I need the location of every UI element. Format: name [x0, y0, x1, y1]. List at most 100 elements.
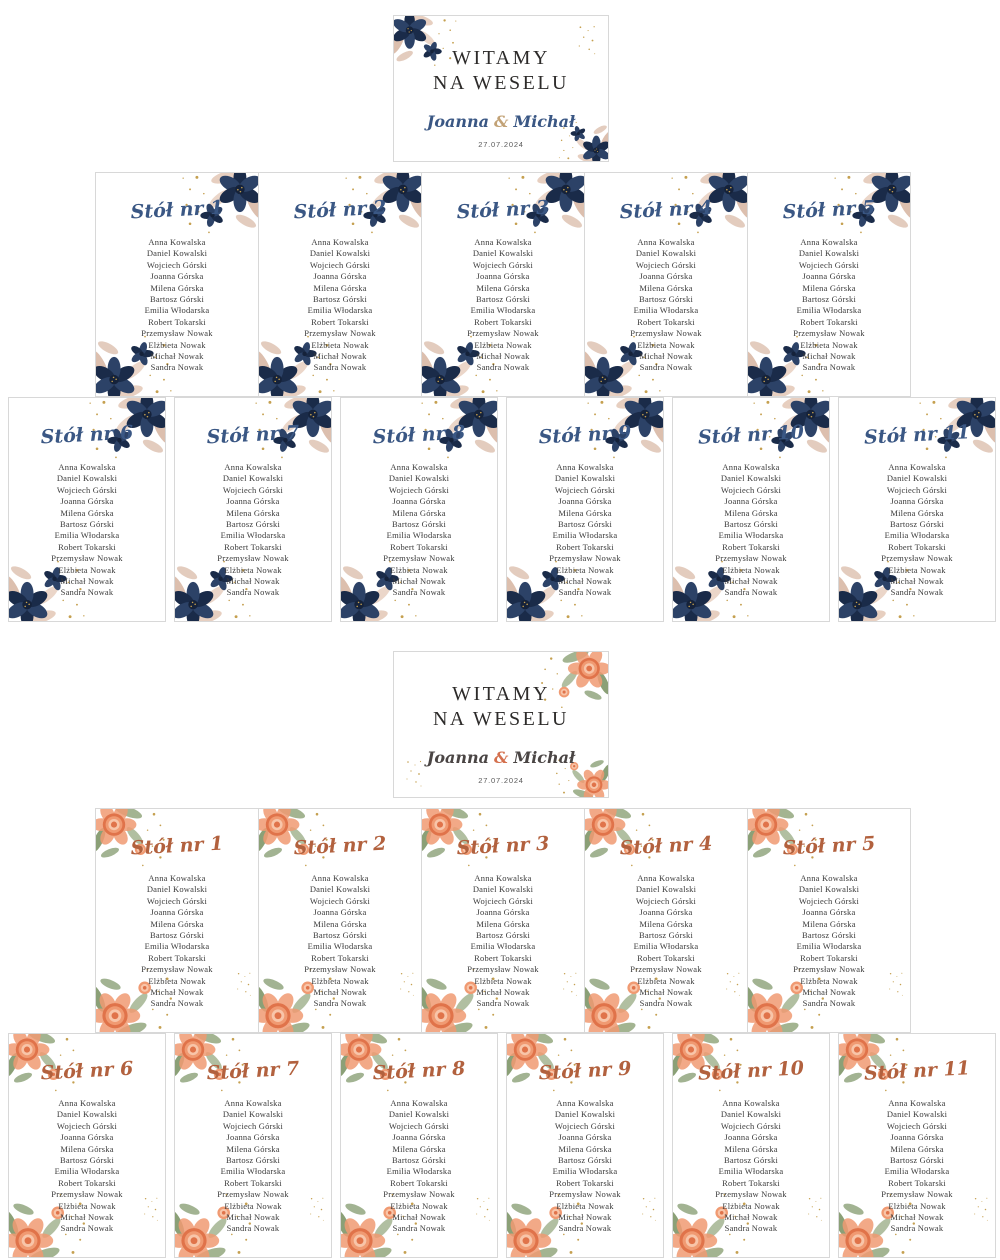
- guest-name: Anna Kowalska: [58, 462, 116, 472]
- groom-name: Michał: [513, 112, 576, 131]
- guest-name: Milena Górska: [313, 918, 367, 929]
- guest-name: Michał Nowak: [802, 987, 856, 998]
- table-title: Stół nr 1: [130, 196, 224, 224]
- guest-name: Anna Kowalska: [637, 237, 695, 247]
- guest-name: Robert Tokarski: [390, 541, 448, 552]
- guest-name: Michał Nowak: [60, 1212, 114, 1223]
- guest-name: Michał Nowak: [60, 576, 114, 587]
- guest-name: Michał Nowak: [558, 576, 612, 587]
- guest-name: Daniel Kowalski: [146, 248, 208, 259]
- table-title: Stół nr 6: [40, 421, 134, 449]
- guest-name: Joanna Górska: [313, 271, 367, 282]
- guest-name: Sandra Nowak: [60, 587, 114, 598]
- table-card-4: Stół nr 4 Anna Kowalska Daniel Kowalski Woj…: [584, 808, 748, 1033]
- guest-name: Elżbieta Nowak: [148, 975, 206, 986]
- guest-name: Joanna Górska: [226, 1132, 280, 1143]
- guest-name: Joanna Górska: [802, 907, 856, 918]
- guest-name: Wojciech Górski: [222, 484, 284, 495]
- guest-name: Robert Tokarski: [148, 952, 206, 963]
- guest-name: Daniel Kowalski: [146, 884, 208, 895]
- guest-name: Milena Górska: [802, 918, 856, 929]
- guest-name: Milena Górska: [60, 1143, 114, 1154]
- guest-name: Michał Nowak: [476, 987, 530, 998]
- guest-list: Anna Kowalska Daniel Kowalski Wojciech Gór…: [843, 1098, 991, 1235]
- guest-name: Milena Górska: [724, 507, 778, 518]
- guest-name: Bartosz Górski: [475, 930, 531, 941]
- guest-list: Anna Kowalska Daniel Kowalski Wojciech Gór…: [511, 462, 659, 599]
- guest-name: Michał Nowak: [724, 1212, 778, 1223]
- guest-name: Emilia Włodarska: [386, 530, 452, 541]
- guest-name: Milena Górska: [802, 282, 856, 293]
- table-title: Stół nr 5: [782, 832, 876, 860]
- guest-name: Emilia Włodarska: [54, 1166, 120, 1177]
- guest-name: Bartosz Górski: [149, 930, 205, 941]
- guest-name: Joanna Górska: [724, 1132, 778, 1143]
- guest-name: Sandra Nowak: [476, 362, 530, 373]
- guest-name: Joanna Górska: [150, 907, 204, 918]
- guest-name: Sandra Nowak: [313, 998, 367, 1009]
- table-card-6: Stół nr 6 Anna Kowalska Daniel Kowalski Woj…: [8, 1033, 166, 1258]
- welcome-title-line: WITAMY: [452, 47, 550, 69]
- guest-name: Bartosz Górski: [557, 519, 613, 530]
- guest-name: Wojciech Górski: [388, 484, 450, 495]
- guest-list: Anna Kowalska Daniel Kowalski Wojciech Gór…: [100, 237, 254, 374]
- guest-name: Robert Tokarski: [58, 1177, 116, 1188]
- guest-name: Milena Górska: [150, 282, 204, 293]
- guest-name: Robert Tokarski: [311, 316, 369, 327]
- guest-name: Przemysław Nowak: [304, 328, 376, 339]
- table-card-1: Stół nr 1 Anna Kowalska Daniel Kowalski Woj…: [95, 808, 259, 1033]
- guest-name: Wojciech Górski: [720, 1120, 782, 1131]
- couple-names: Joanna & Michał: [394, 112, 608, 131]
- guest-name: Daniel Kowalski: [222, 473, 284, 484]
- welcome-title-line: NA WESELU: [432, 708, 569, 730]
- guest-name: Emilia Włodarska: [884, 1166, 950, 1177]
- guest-name: Przemysław Nowak: [304, 964, 376, 975]
- guest-list: Anna Kowalska Daniel Kowalski Wojciech Gór…: [589, 873, 743, 1010]
- guest-name: Elżbieta Nowak: [58, 1200, 116, 1211]
- guest-name: Bartosz Górski: [391, 1155, 447, 1166]
- guest-name: Elżbieta Nowak: [888, 564, 946, 575]
- guest-name: Anna Kowalska: [390, 1098, 448, 1108]
- guest-name: Milena Górska: [639, 282, 693, 293]
- guest-name: Bartosz Górski: [557, 1155, 613, 1166]
- guest-name: Emilia Włodarska: [470, 941, 536, 952]
- guest-name: Elżbieta Nowak: [637, 339, 695, 350]
- guest-name: Wojciech Górski: [388, 1120, 450, 1131]
- guest-name: Michał Nowak: [476, 351, 530, 362]
- guest-name: Milena Górska: [392, 1143, 446, 1154]
- guest-name: Sandra Nowak: [802, 998, 856, 1009]
- guest-name: Michał Nowak: [392, 576, 446, 587]
- table-card-7: Stół nr 7 Anna Kowalska Daniel Kowalski Woj…: [174, 1033, 332, 1258]
- guest-name: Michał Nowak: [802, 351, 856, 362]
- guest-list: Anna Kowalska Daniel Kowalski Wojciech Gór…: [426, 873, 580, 1010]
- table-title: Stół nr 9: [538, 1057, 632, 1085]
- guest-name: Joanna Górska: [313, 907, 367, 918]
- guest-name: Milena Górska: [313, 282, 367, 293]
- welcome-title-line: WITAMY: [452, 683, 550, 705]
- guest-name: Michał Nowak: [226, 576, 280, 587]
- guest-name: Elżbieta Nowak: [58, 564, 116, 575]
- guest-name: Elżbieta Nowak: [888, 1200, 946, 1211]
- guest-name: Bartosz Górski: [723, 1155, 779, 1166]
- table-card-2: Stół nr 2 Anna Kowalska Daniel Kowalski Woj…: [258, 808, 422, 1033]
- guest-name: Wojciech Górski: [146, 895, 208, 906]
- guest-name: Daniel Kowalski: [554, 473, 616, 484]
- guest-name: Michał Nowak: [313, 987, 367, 998]
- guest-list: Anna Kowalska Daniel Kowalski Wojciech Gór…: [752, 237, 906, 374]
- table-card-2: Stół nr 2 Anna Kowalska Daniel Kowalski Woj…: [258, 172, 422, 397]
- guest-name: Sandra Nowak: [313, 362, 367, 373]
- guest-name: Wojciech Górski: [56, 484, 118, 495]
- guest-list: Anna Kowalska Daniel Kowalski Wojciech Gór…: [263, 873, 417, 1010]
- guest-name: Anna Kowalska: [311, 873, 369, 883]
- table-title: Stół nr 4: [619, 832, 713, 860]
- guest-name: Emilia Włodarska: [220, 1166, 286, 1177]
- guest-name: Daniel Kowalski: [798, 248, 860, 259]
- guest-name: Daniel Kowalski: [635, 884, 697, 895]
- guest-name: Emilia Włodarska: [633, 941, 699, 952]
- guest-name: Bartosz Górski: [801, 294, 857, 305]
- guest-name: Michał Nowak: [558, 1212, 612, 1223]
- guest-name: Elżbieta Nowak: [722, 564, 780, 575]
- guest-name: Joanna Górska: [226, 496, 280, 507]
- guest-name: Anna Kowalska: [474, 873, 532, 883]
- guest-name: Emilia Włodarska: [552, 530, 618, 541]
